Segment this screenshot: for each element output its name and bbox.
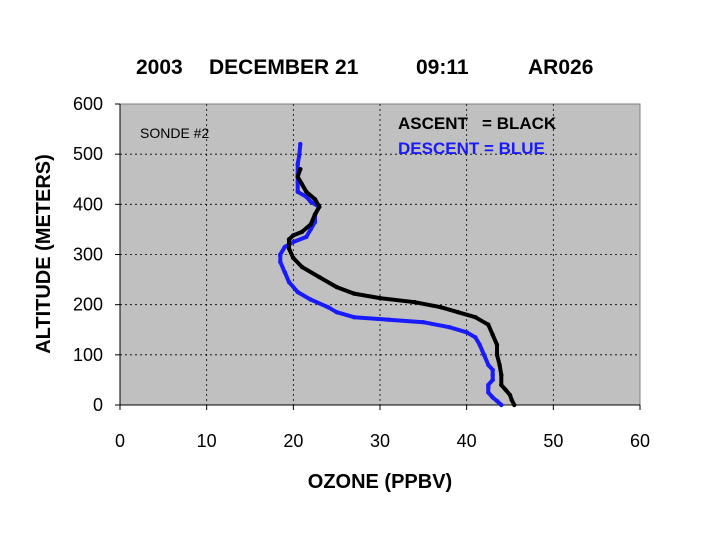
x-tick-label: 60 (630, 431, 650, 451)
ascent-data-point (299, 182, 305, 187)
descent-data-point (308, 199, 313, 204)
ascent-data-point (299, 229, 305, 235)
ascent-data-point (455, 310, 461, 315)
descent-data-point (278, 259, 283, 265)
title-year: 2003 (136, 56, 183, 79)
y-tick-label: 0 (93, 395, 103, 415)
descent-data-point (464, 330, 469, 335)
ascent-data-point (351, 291, 357, 296)
ascent-data-point (497, 362, 502, 368)
ascent-data-point (291, 255, 296, 261)
x-tick-label: 20 (283, 431, 303, 451)
descent-data-point (304, 234, 309, 240)
descent-data-point (490, 377, 495, 383)
ascent-data-point (503, 387, 508, 393)
descent-data-point (386, 317, 391, 322)
descent-data-point (334, 310, 339, 315)
x-axis-title: OZONE (PPBV) (308, 471, 452, 493)
descent-data-point (295, 289, 300, 295)
ascent-data-point (286, 246, 292, 251)
x-tick-label: 40 (457, 431, 477, 451)
ascent-data-point (494, 342, 500, 347)
grid-lines (115, 103, 641, 410)
ascent-data-point (490, 332, 495, 337)
ascent-data-point (334, 284, 339, 290)
descent-data-point (481, 352, 487, 357)
ascent-data-point (291, 233, 296, 238)
title-date: DECEMBER 21 (209, 56, 359, 79)
ascent-data-point (308, 222, 313, 227)
title-station: AR026 (528, 56, 593, 79)
legend-descent: DESCENT = BLUE (398, 139, 545, 158)
ascent-data-point (286, 237, 292, 242)
descent-data-point (477, 342, 482, 347)
descent-data-point (286, 279, 292, 285)
y-axis-title: ALTITUDE (METERS) (33, 154, 55, 354)
descent-data-point (447, 325, 452, 330)
x-tick-label: 10 (197, 431, 217, 451)
ascent-data-point (295, 174, 300, 179)
ascent-data-point (304, 189, 309, 194)
descent-data-point (295, 162, 300, 167)
descent-data-point (486, 382, 491, 388)
legend-ascent: ASCENT = BLACK (398, 114, 557, 133)
y-tick-label: 300 (73, 245, 103, 265)
ascent-data-point (317, 274, 322, 280)
x-tick-label: 0 (115, 431, 125, 451)
descent-data-point (278, 252, 283, 257)
data-series (278, 141, 517, 408)
descent-data-point (473, 335, 478, 340)
ascent-data-point (438, 305, 443, 310)
ascent-data-point (312, 212, 318, 217)
y-tick-label: 500 (73, 144, 103, 164)
y-tick-label: 600 (73, 94, 103, 114)
descent-data-point (297, 152, 302, 157)
y-tick-label: 400 (73, 194, 103, 214)
ascent-data-point (499, 372, 504, 378)
descent-data-point (282, 244, 287, 250)
y-tick-label: 200 (73, 295, 103, 315)
ascent-data-point (312, 197, 318, 202)
descent-data-point (490, 372, 495, 378)
ascent-data-point (486, 322, 491, 327)
descent-data-point (291, 239, 296, 245)
ascent-data-point (512, 402, 517, 408)
ascent-data-point (473, 315, 478, 320)
descent-data-point (486, 390, 491, 395)
descent-data-point (494, 398, 500, 404)
descent-data-point (486, 362, 491, 368)
x-tick-label: 30 (370, 431, 390, 451)
descent-data-point (490, 395, 495, 400)
descent-data-point (308, 297, 313, 302)
sonde-annotation: SONDE #2 (140, 125, 209, 141)
descent-data-point (490, 367, 495, 373)
y-tick-label: 100 (73, 345, 103, 365)
ascent-data-point (299, 264, 305, 270)
ascent-data-point (298, 167, 303, 172)
descent-data-point (308, 227, 313, 232)
descent-data-point (295, 189, 300, 194)
descent-data-point (298, 141, 303, 147)
x-tick-label: 50 (543, 431, 563, 451)
descent-data-point (499, 402, 504, 408)
ascent-data-point (412, 300, 417, 305)
descent-data-point (421, 320, 426, 325)
ascent-data-point (377, 295, 383, 301)
title-time: 09:11 (416, 56, 469, 79)
ascent-data-point (494, 352, 500, 357)
descent-data-point (304, 194, 309, 199)
descent-data-point (282, 269, 287, 275)
ascent-data-point (499, 382, 504, 388)
descent-data-point (325, 305, 331, 310)
descent-data-point (351, 315, 357, 320)
ascent-data-point (317, 204, 322, 209)
ascent-data-point (507, 392, 513, 398)
ascent-data-point (509, 397, 514, 403)
